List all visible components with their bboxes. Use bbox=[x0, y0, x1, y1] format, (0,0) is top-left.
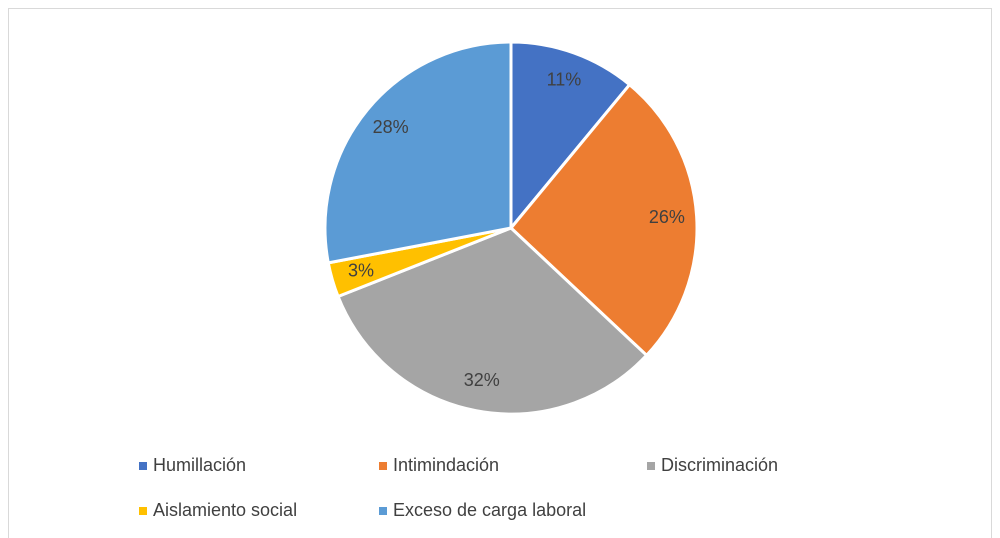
data-label: 11% bbox=[547, 70, 582, 90]
data-label: 26% bbox=[649, 207, 685, 227]
legend-label: Humillación bbox=[153, 455, 246, 475]
legend-marker bbox=[139, 462, 147, 470]
legend-marker bbox=[139, 507, 147, 515]
legend-marker bbox=[379, 507, 387, 515]
pie-slice bbox=[323, 40, 513, 265]
legend-label: Discriminación bbox=[661, 455, 778, 475]
data-label: 3% bbox=[348, 260, 374, 280]
legend-label: Aislamiento social bbox=[153, 500, 297, 520]
pie-slice bbox=[509, 40, 632, 233]
legend-label: Exceso de carga laboral bbox=[393, 500, 586, 520]
data-label: 32% bbox=[464, 370, 500, 390]
pie-slice bbox=[508, 82, 699, 358]
legend-marker bbox=[647, 462, 655, 470]
legend-label: Intimindación bbox=[393, 455, 499, 475]
data-label: 28% bbox=[373, 117, 409, 137]
pie-slice bbox=[336, 226, 649, 416]
legend-marker bbox=[379, 462, 387, 470]
